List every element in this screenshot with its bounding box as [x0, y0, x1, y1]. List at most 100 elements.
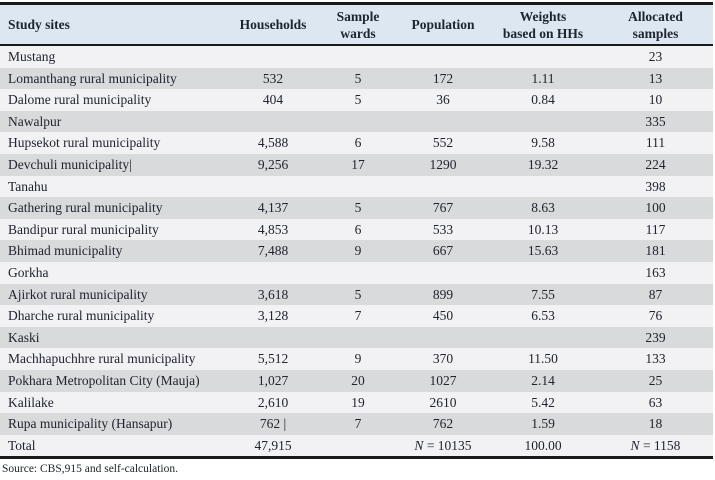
cell-sample-wards: 7 — [354, 416, 362, 432]
cell-weight: 10.13 — [527, 221, 559, 237]
cell-allocated-samples: 76 — [648, 308, 663, 324]
table-row: Hupsekot rural municipality 4,588 6 552 9.58… — [0, 132, 713, 154]
table-row: Devchuli municipality| 9,256 17 1290 19.32 22… — [0, 153, 713, 176]
table-row: Tanahu 398 — [0, 175, 713, 198]
table-row: Mustang 23 — [0, 45, 713, 68]
table-row: Bandipur rural municipality 4,853 6 533 10.1… — [0, 218, 713, 241]
cell-households: 2,610 — [257, 394, 289, 410]
cell-study-site: Hupsekot rural municipality — [8, 135, 161, 151]
cell-population: 1290 — [429, 156, 457, 172]
cell-population: 450 — [432, 308, 454, 324]
cell-households: 47,915 — [228, 434, 318, 460]
table-row: Machhapuchhre rural municipality 5,512 9 37… — [0, 348, 713, 370]
cell-weight: 11.50 — [528, 351, 558, 367]
cell-allocated-samples: 13 — [648, 70, 663, 86]
table-row: Gorkha 163 — [0, 261, 713, 284]
cell-households — [228, 176, 318, 198]
cell-households: 9,256 — [257, 156, 289, 172]
cell-weight: 15.63 — [527, 243, 559, 259]
cell-weight — [488, 45, 598, 68]
cell-population: 552 — [432, 135, 454, 151]
cell-households: 532 — [262, 70, 284, 86]
cell-population: 899 — [432, 286, 454, 302]
cell-households: 4,588 — [257, 135, 289, 151]
cell-allocated-samples: 87 — [648, 286, 663, 302]
cell-weight — [488, 111, 598, 133]
cell-allocated-samples: 25 — [648, 372, 663, 388]
sampling-allocation-table: Study sites Households Sample wards Popu… — [0, 2, 713, 460]
cell-study-site: Machhapuchhre rural municipality — [8, 351, 196, 367]
cell-weight: 19.32 — [527, 156, 559, 172]
cell-households — [228, 327, 318, 349]
cell-households: 7,488 — [257, 243, 289, 259]
cell-allocated-samples: 23 — [648, 49, 663, 64]
cell-population: 2610 — [429, 394, 457, 410]
cell-population: 1027 — [429, 372, 457, 388]
cell-households: 762 | — [259, 416, 287, 432]
cell-weight: 100.00 — [488, 434, 598, 460]
cell-households — [228, 262, 318, 284]
cell-study-site: Kaski — [8, 329, 40, 345]
source-note: Source: CBS,915 and self-calculation. — [2, 463, 178, 476]
table-header: Study sites Households Sample wards Popu… — [0, 3, 713, 46]
cell-weight — [488, 262, 598, 284]
cell-population: 36 — [436, 92, 450, 108]
cell-households: 1,027 — [257, 372, 289, 388]
cell-population — [398, 45, 488, 68]
cell-households: 3,128 — [257, 308, 289, 324]
cell-weight: 1.59 — [531, 416, 555, 432]
column-header-households: Households — [228, 3, 318, 46]
cell-allocated-samples: 133 — [645, 351, 666, 367]
cell-sample-wards: 9 — [354, 351, 362, 367]
cell-population: 762 — [432, 416, 454, 432]
cell-study-site: Tanahu — [8, 178, 48, 194]
cell-allocated-samples: 100 — [645, 200, 666, 216]
cell-study-site: Rupa municipality (Hansapur) — [8, 416, 173, 432]
column-header-population: Population — [398, 3, 488, 46]
cell-allocated-samples: 111 — [645, 135, 666, 151]
cell-sample-wards: 5 — [354, 70, 362, 86]
cell-weight: 1.11 — [531, 70, 555, 86]
cell-sample-wards — [318, 434, 398, 460]
cell-weight — [488, 327, 598, 349]
cell-population: 172 — [432, 70, 454, 86]
cell-allocated-samples: 18 — [648, 416, 663, 432]
cell-study-site: Bandipur rural municipality — [8, 221, 159, 237]
table-row: Dalome rural municipality 404 5 36 0.84 10 — [0, 89, 713, 111]
cell-study-site: Nawalpur — [8, 113, 62, 129]
cell-population: 767 — [432, 200, 454, 216]
cell-households: 3,618 — [257, 286, 289, 302]
table-row: Ajirkot rural municipality 3,618 5 899 7.55 8… — [0, 283, 713, 306]
cell-population: N = 10135 — [398, 434, 488, 460]
cell-allocated-samples: N = 1158 — [598, 434, 713, 460]
cell-study-site: Kalilake — [8, 394, 54, 410]
table-body: Mustang 23 Lomanthang rural municipality 53… — [0, 45, 713, 460]
table-row: Kaski 239 — [0, 326, 713, 349]
column-header-weights: Weights based on HHs — [488, 3, 598, 46]
cell-study-site: Total — [0, 434, 228, 460]
cell-allocated-samples: 63 — [648, 394, 663, 410]
cell-population: 533 — [432, 221, 454, 237]
column-header-allocated-samples: Allocated samples — [598, 3, 713, 46]
cell-weight — [488, 176, 598, 198]
cell-sample-wards: 5 — [354, 286, 362, 302]
cell-population: 667 — [432, 243, 454, 259]
cell-sample-wards — [318, 327, 398, 349]
cell-allocated-samples: 398 — [645, 178, 666, 194]
cell-sample-wards: 7 — [354, 308, 362, 324]
cell-study-site: Ajirkot rural municipality — [8, 286, 148, 302]
cell-population — [398, 111, 488, 133]
cell-study-site: Gorkha — [8, 264, 49, 280]
cell-study-site: Devchuli municipality| — [8, 156, 132, 172]
cell-weight: 0.84 — [531, 92, 555, 108]
cell-weight: 5.42 — [531, 394, 555, 410]
column-header-study-sites: Study sites — [0, 3, 228, 46]
cell-sample-wards — [318, 176, 398, 198]
table-row: Gathering rural municipality 4,137 5 767 8.6… — [0, 197, 713, 219]
table-row: Rupa municipality (Hansapur) 762 | 7 762 1.5… — [0, 413, 713, 435]
cell-study-site: Dharche rural municipality — [8, 308, 155, 324]
cell-sample-wards: 17 — [351, 156, 365, 172]
cell-population — [398, 327, 488, 349]
cell-study-site: Gathering rural municipality — [8, 200, 163, 216]
